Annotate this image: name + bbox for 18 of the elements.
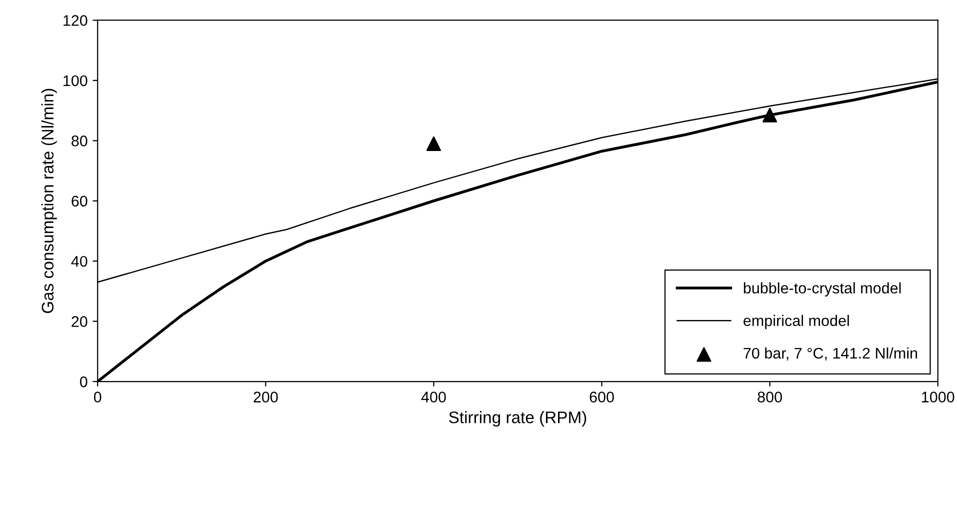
x-tick-label: 0 (94, 392, 102, 402)
x-tick-label: 200 (254, 392, 278, 402)
x-tick-label: 800 (758, 392, 782, 402)
x-tick-label: 600 (590, 392, 614, 402)
y-axis-title: Gas consumption rate (Nl/min) (41, 88, 57, 314)
y-tick-label: 20 (72, 316, 88, 327)
y-tick-label: 0 (80, 376, 88, 388)
y-tick-label: 80 (72, 136, 88, 146)
y-tick-label: 120 (64, 15, 88, 26)
y-tick-label: 100 (64, 75, 88, 86)
y-tick-label: 60 (72, 196, 88, 207)
y-tick-label: 40 (71, 256, 88, 267)
legend-label: empirical model (744, 314, 849, 330)
x-axis-title: Stirring rate (RPM) (449, 411, 586, 427)
legend-label: bubble-to-crystal model (744, 282, 901, 297)
x-tick-label: 1000 (922, 392, 954, 402)
x-tick-label: 400 (421, 392, 446, 402)
legend-label: 70 bar, 7 °C, 141.2 Nl/min (744, 347, 918, 360)
